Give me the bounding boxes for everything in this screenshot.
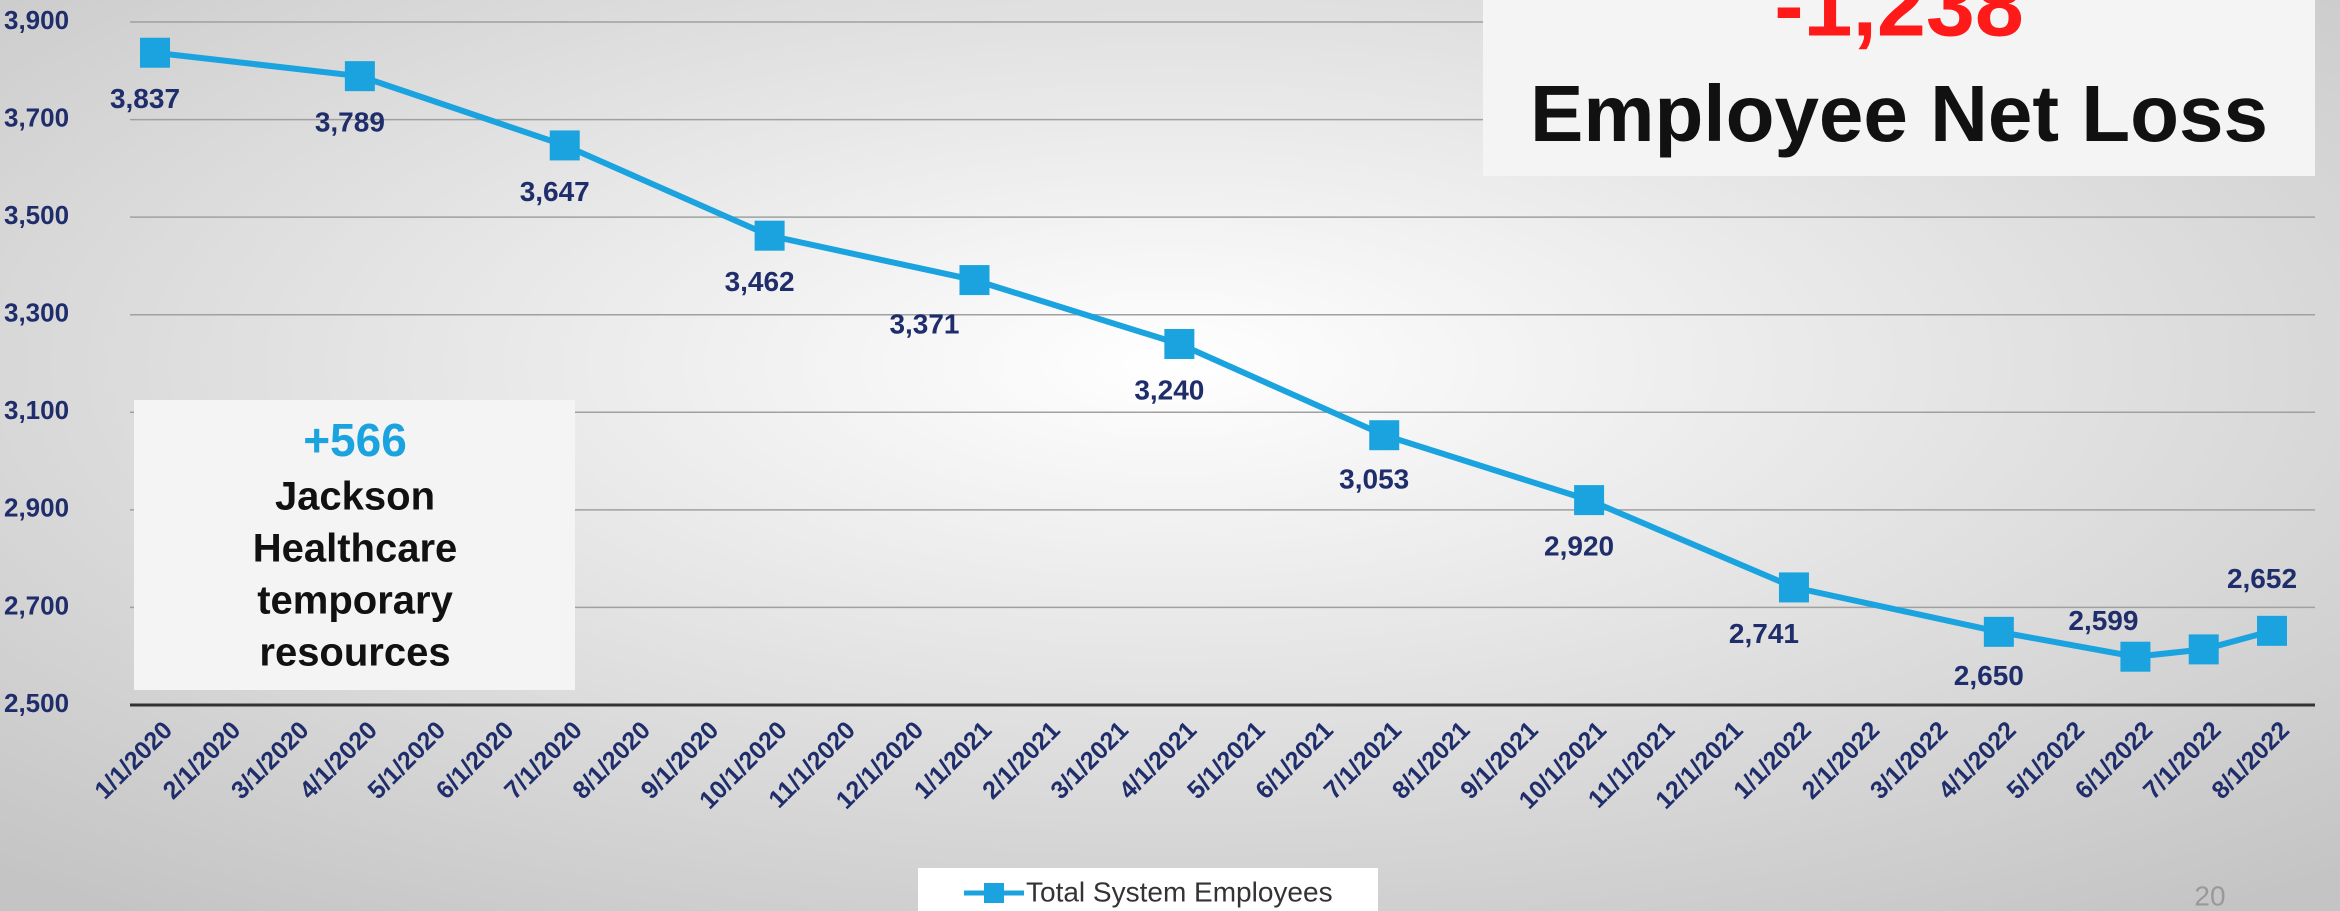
marker	[1369, 420, 1400, 451]
y-tick-label: 3,500	[4, 200, 69, 230]
callout-box	[1483, 0, 2315, 176]
marker	[959, 265, 990, 296]
callout-headline: +566	[303, 414, 407, 466]
callout-text: Employee Net Loss	[1530, 69, 2268, 158]
legend-label: Total System Employees	[1026, 876, 1333, 907]
data-label: 3,053	[1339, 464, 1409, 495]
marker	[1983, 616, 2014, 647]
callout-headline: -1,238	[1774, 0, 2024, 54]
page-number: 20	[2194, 880, 2225, 911]
marker	[754, 220, 785, 251]
callout-text: resources	[259, 631, 450, 675]
y-tick-label: 3,700	[4, 102, 69, 132]
marker	[2188, 634, 2219, 665]
callout-box	[134, 400, 575, 690]
callout-text: Healthcare	[253, 527, 458, 571]
marker	[1778, 572, 1809, 603]
data-label: 2,920	[1544, 530, 1614, 561]
data-label: 3,462	[725, 266, 795, 297]
data-label: 3,371	[889, 308, 959, 339]
y-tick-label: 2,700	[4, 590, 69, 620]
marker	[1164, 328, 1195, 359]
y-tick-label: 2,500	[4, 688, 69, 718]
data-label: 3,647	[520, 176, 590, 207]
marker	[2120, 641, 2151, 672]
y-tick-label: 3,100	[4, 395, 69, 425]
marker	[344, 61, 375, 92]
marker	[549, 130, 580, 161]
data-label: 2,652	[2227, 563, 2297, 594]
marker	[1574, 485, 1605, 516]
y-tick-label: 3,300	[4, 298, 69, 328]
data-label: 3,837	[110, 83, 180, 114]
callout-text: temporary	[257, 579, 453, 623]
y-tick-label: 3,900	[4, 5, 69, 35]
data-label: 2,599	[2068, 605, 2138, 636]
callout-text: Jackson	[275, 475, 435, 519]
data-label: 3,240	[1134, 374, 1204, 405]
marker	[140, 37, 170, 68]
data-label: 2,650	[1954, 660, 2024, 691]
legend-marker	[984, 883, 1004, 903]
y-tick-label: 2,900	[4, 493, 69, 523]
marker	[2257, 615, 2287, 646]
data-label: 2,741	[1729, 618, 1799, 649]
data-label: 3,789	[315, 107, 385, 138]
